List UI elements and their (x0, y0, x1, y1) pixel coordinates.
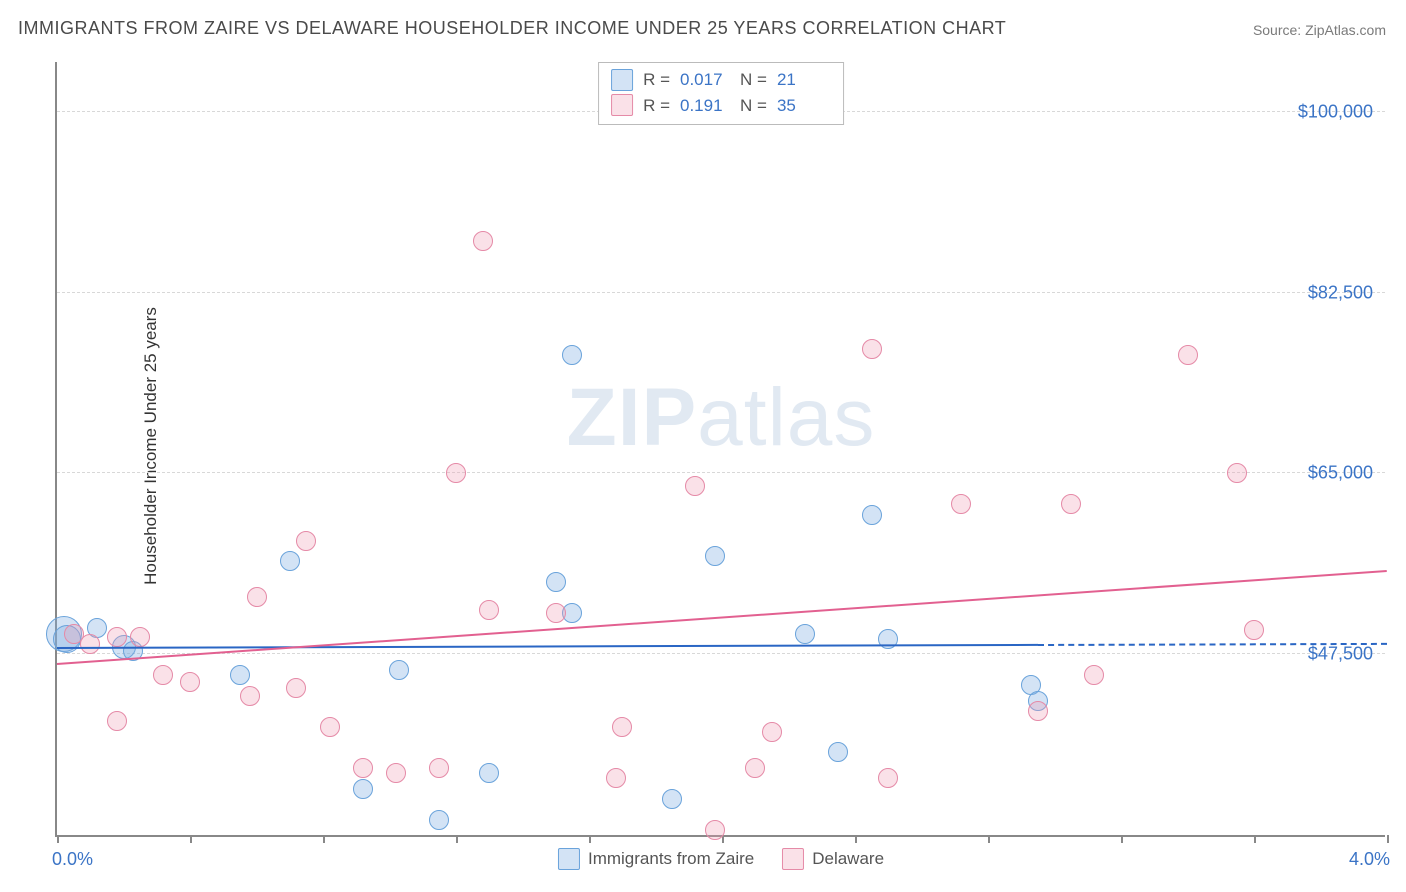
legend-n-label: N = (740, 67, 767, 93)
data-point (1244, 620, 1264, 640)
data-point (389, 660, 409, 680)
x-tick (323, 835, 325, 843)
data-point (386, 763, 406, 783)
source-label: Source: (1253, 22, 1301, 38)
data-point (878, 768, 898, 788)
correlation-legend: R = 0.017 N = 21 R = 0.191 N = 35 (598, 62, 844, 125)
data-point (1178, 345, 1198, 365)
data-point (546, 603, 566, 623)
data-point (429, 810, 449, 830)
source-attribution: Source: ZipAtlas.com (1253, 22, 1386, 38)
legend-series-name: Delaware (812, 849, 884, 869)
data-point (606, 768, 626, 788)
x-tick (57, 835, 59, 843)
gridline (57, 292, 1385, 293)
data-point (247, 587, 267, 607)
data-point (153, 665, 173, 685)
data-point (107, 627, 127, 647)
data-point (446, 463, 466, 483)
data-point (130, 627, 150, 647)
data-point (230, 665, 250, 685)
source-value: ZipAtlas.com (1305, 22, 1386, 38)
legend-row: R = 0.191 N = 35 (611, 93, 827, 119)
data-point (107, 711, 127, 731)
data-point (562, 345, 582, 365)
data-point (429, 758, 449, 778)
legend-swatch-pink (611, 94, 633, 116)
data-point (296, 531, 316, 551)
data-point (705, 820, 725, 840)
data-point (828, 742, 848, 762)
data-point (80, 634, 100, 654)
legend-series-name: Immigrants from Zaire (588, 849, 754, 869)
data-point (762, 722, 782, 742)
legend-item: Delaware (782, 848, 884, 870)
legend-item: Immigrants from Zaire (558, 848, 754, 870)
watermark-bold: ZIP (567, 372, 698, 463)
data-point (705, 546, 725, 566)
data-point (662, 789, 682, 809)
data-point (612, 717, 632, 737)
watermark-light: atlas (697, 372, 875, 463)
x-tick (1387, 835, 1389, 843)
y-tick-label: $100,000 (1298, 101, 1373, 122)
data-point (240, 686, 260, 706)
y-tick-label: $82,500 (1308, 282, 1373, 303)
x-tick (1254, 835, 1256, 843)
data-point (286, 678, 306, 698)
data-point (479, 763, 499, 783)
legend-r-value: 0.191 (680, 93, 730, 119)
x-axis-min-label: 0.0% (52, 849, 93, 870)
legend-swatch-blue (611, 69, 633, 91)
legend-swatch-blue (558, 848, 580, 870)
x-tick (855, 835, 857, 843)
data-point (353, 758, 373, 778)
data-point (1227, 463, 1247, 483)
x-tick (456, 835, 458, 843)
legend-r-value: 0.017 (680, 67, 730, 93)
legend-n-value: 21 (777, 67, 827, 93)
trend-line (57, 570, 1387, 665)
legend-n-label: N = (740, 93, 767, 119)
data-point (795, 624, 815, 644)
chart-title: IMMIGRANTS FROM ZAIRE VS DELAWARE HOUSEH… (18, 18, 1006, 39)
data-point (479, 600, 499, 620)
data-point (1028, 701, 1048, 721)
legend-row: R = 0.017 N = 21 (611, 67, 827, 93)
legend-r-label: R = (643, 67, 670, 93)
x-tick (589, 835, 591, 843)
x-tick (1121, 835, 1123, 843)
legend-r-label: R = (643, 93, 670, 119)
x-axis-max-label: 4.0% (1349, 849, 1390, 870)
data-point (862, 339, 882, 359)
x-tick (190, 835, 192, 843)
data-point (180, 672, 200, 692)
data-point (862, 505, 882, 525)
y-tick-label: $65,000 (1308, 463, 1373, 484)
data-point (745, 758, 765, 778)
data-point (878, 629, 898, 649)
gridline (57, 653, 1385, 654)
legend-n-value: 35 (777, 93, 827, 119)
plot-area: ZIPatlas R = 0.017 N = 21 R = 0.191 N = … (55, 62, 1385, 837)
x-tick (988, 835, 990, 843)
data-point (280, 551, 300, 571)
data-point (1084, 665, 1104, 685)
data-point (951, 494, 971, 514)
data-point (353, 779, 373, 799)
gridline (57, 472, 1385, 473)
series-legend: Immigrants from Zaire Delaware (558, 848, 884, 870)
data-point (546, 572, 566, 592)
watermark: ZIPatlas (567, 371, 876, 465)
legend-swatch-pink (782, 848, 804, 870)
y-tick-label: $47,500 (1308, 644, 1373, 665)
data-point (1061, 494, 1081, 514)
data-point (473, 231, 493, 251)
data-point (320, 717, 340, 737)
data-point (685, 476, 705, 496)
